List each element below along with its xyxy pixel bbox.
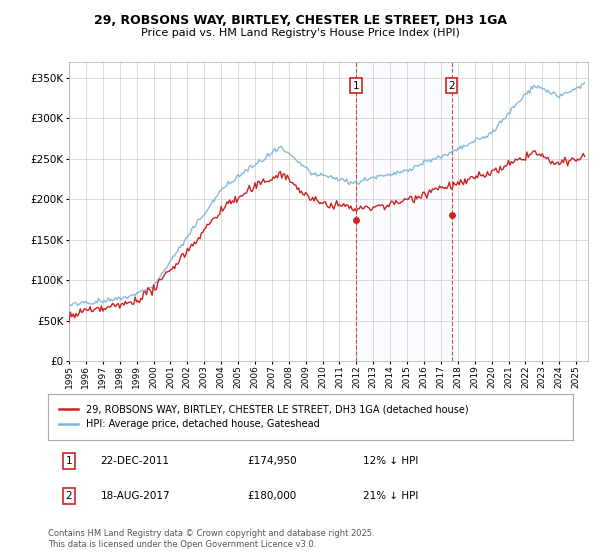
Text: 2: 2 [65,491,73,501]
Text: 21% ↓ HPI: 21% ↓ HPI [363,491,418,501]
Text: Price paid vs. HM Land Registry's House Price Index (HPI): Price paid vs. HM Land Registry's House … [140,28,460,38]
Text: 18-AUG-2017: 18-AUG-2017 [101,491,170,501]
Text: 1: 1 [353,81,359,91]
Text: 2: 2 [448,81,455,91]
Text: 1: 1 [65,456,73,466]
Text: Contains HM Land Registry data © Crown copyright and database right 2025.
This d: Contains HM Land Registry data © Crown c… [48,529,374,549]
Bar [356,62,452,361]
Text: 12% ↓ HPI: 12% ↓ HPI [363,456,418,466]
Text: £180,000: £180,000 [248,491,297,501]
Text: 29, ROBSONS WAY, BIRTLEY, CHESTER LE STREET, DH3 1GA: 29, ROBSONS WAY, BIRTLEY, CHESTER LE STR… [94,14,506,27]
Text: £174,950: £174,950 [248,456,297,466]
Legend: 29, ROBSONS WAY, BIRTLEY, CHESTER LE STREET, DH3 1GA (detached house), HPI: Aver: 29, ROBSONS WAY, BIRTLEY, CHESTER LE STR… [53,398,475,435]
Text: 22-DEC-2011: 22-DEC-2011 [101,456,170,466]
